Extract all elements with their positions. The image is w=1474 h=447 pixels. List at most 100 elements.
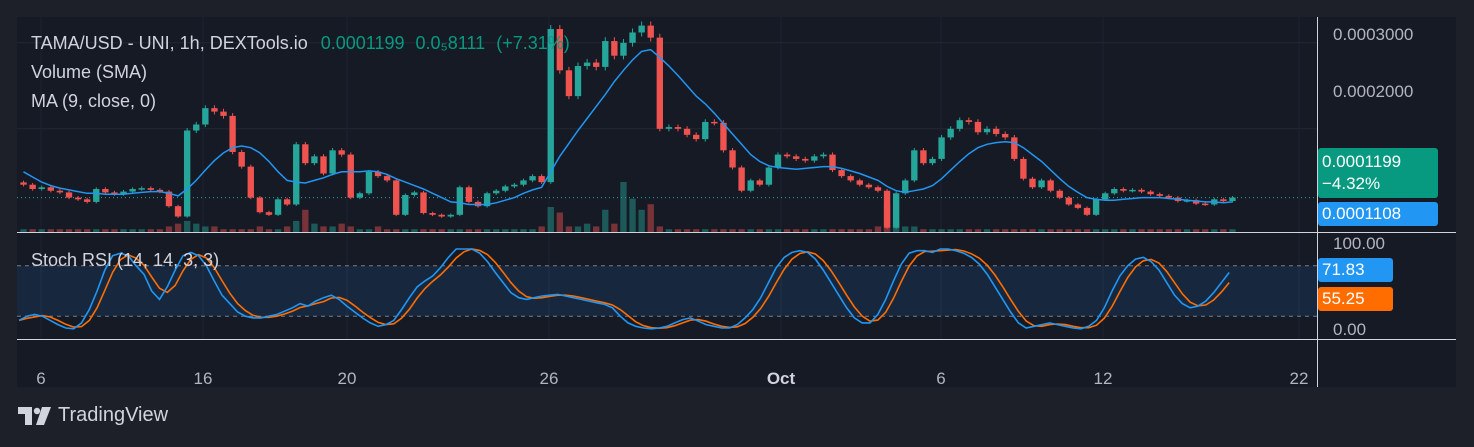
legend-ma[interactable]: MA (9, close, 0) [31, 91, 157, 111]
volume-bar [1092, 229, 1100, 232]
candle-body [138, 188, 145, 190]
legend-change-abs: 0.0₅8111 [415, 33, 486, 53]
candle-body [374, 171, 382, 177]
price-axis-tick: 0.0003000 [1333, 25, 1414, 44]
volume-bar [620, 182, 627, 232]
candle-body [674, 127, 682, 129]
candle-body [838, 170, 845, 177]
volume-bar [593, 226, 600, 232]
volume-bar [229, 229, 236, 232]
volume-bar [1011, 229, 1018, 232]
volume-bar [511, 229, 518, 232]
volume-bar [374, 226, 382, 232]
volume-bar [1220, 229, 1227, 232]
volume-bar [1074, 229, 1082, 232]
stoch-d-badge: 55.25 [1318, 287, 1393, 311]
candle-body [620, 42, 627, 56]
candle-body [765, 167, 773, 185]
candle-body [920, 150, 927, 164]
stoch-axis-tick: 0.00 [1333, 320, 1367, 339]
volume-bar [902, 226, 909, 232]
candle-body [1129, 189, 1136, 192]
volume-bar [311, 223, 318, 232]
volume-bar [47, 229, 54, 232]
footer-brand[interactable]: TradingView [18, 404, 168, 427]
volume-bar [465, 229, 473, 232]
candle-body [293, 144, 300, 205]
candle-body [1156, 194, 1163, 196]
volume-bar [420, 229, 427, 232]
volume-bar [202, 226, 209, 232]
volume-bar [365, 229, 373, 232]
candle-body [402, 195, 409, 215]
candle-body [1229, 197, 1236, 202]
candle-body [847, 176, 854, 181]
candle-body [383, 176, 391, 181]
volume-bar [1065, 229, 1073, 232]
candle-body [583, 62, 591, 67]
legend-stoch[interactable]: Stoch RSI (14, 14, 3, 3) [31, 250, 220, 270]
candle-body [211, 108, 218, 112]
candle-body [1002, 133, 1009, 138]
time-axis-tick: 6 [936, 369, 946, 388]
ma-polyline [23, 48, 1233, 206]
volume-bar [129, 229, 136, 232]
candle-body [574, 66, 582, 97]
candle-body [992, 128, 1000, 134]
volume-bar [702, 229, 709, 232]
candle-body [692, 134, 700, 140]
volume-bar [338, 223, 345, 232]
time-axis-tick: 6 [36, 369, 46, 388]
legend-main: TAMA/USD - UNI, 1h, DEXTools.io 0.000119… [31, 33, 570, 54]
volume-bar [38, 229, 45, 232]
time-axis-tick: 20 [337, 369, 357, 388]
candle-body [756, 180, 763, 185]
time-axis-tick: 22 [1289, 369, 1309, 388]
candle-body [874, 187, 882, 191]
volume-bar [493, 229, 500, 232]
volume-bar [574, 226, 582, 232]
candle-body [802, 158, 809, 161]
volume-bar [1192, 229, 1200, 232]
candle-body [483, 193, 491, 207]
last-price-change: −4.32% [1322, 174, 1381, 193]
volume-bar [429, 229, 436, 232]
volume-bar [265, 229, 273, 232]
candle-body [238, 152, 245, 167]
chart-frame: TAMA/USD - UNI, 1h, DEXTools.io 0.000119… [17, 17, 1456, 388]
candle-body [447, 214, 454, 217]
candle-body [156, 189, 164, 192]
volume-bar [174, 223, 182, 232]
volume-bar [211, 226, 218, 232]
legend-volume[interactable]: Volume (SMA) [31, 62, 148, 82]
volume-bar [393, 229, 400, 232]
volume-bar [756, 229, 763, 232]
volume-bar [729, 229, 736, 232]
candle-body [656, 37, 663, 129]
legend-change-pct: (+7.31%) [496, 33, 570, 53]
volume-bar [802, 229, 809, 232]
chart-canvas[interactable] [17, 17, 1456, 387]
candle-body [411, 192, 418, 196]
volume-bar [1229, 229, 1236, 232]
volume-bar [602, 209, 609, 232]
candle-body [556, 29, 564, 71]
volume-bar [29, 229, 36, 232]
volume-bar [856, 229, 863, 232]
volume-bar [1211, 229, 1218, 232]
volume-bar [256, 226, 264, 232]
volume-bar [156, 229, 164, 232]
candle-body [320, 156, 327, 174]
candle-body [820, 154, 827, 157]
candle-body [193, 124, 200, 131]
candle-body [1047, 180, 1054, 191]
volume-bar [656, 226, 663, 232]
candle-body [1020, 158, 1027, 179]
candle-body [229, 115, 236, 153]
candle-body [956, 120, 963, 129]
candle-body [111, 192, 118, 195]
stoch-d-line [18, 248, 1230, 330]
volume-bar [820, 229, 827, 232]
candle-body [47, 187, 54, 191]
candle-body [56, 190, 64, 193]
